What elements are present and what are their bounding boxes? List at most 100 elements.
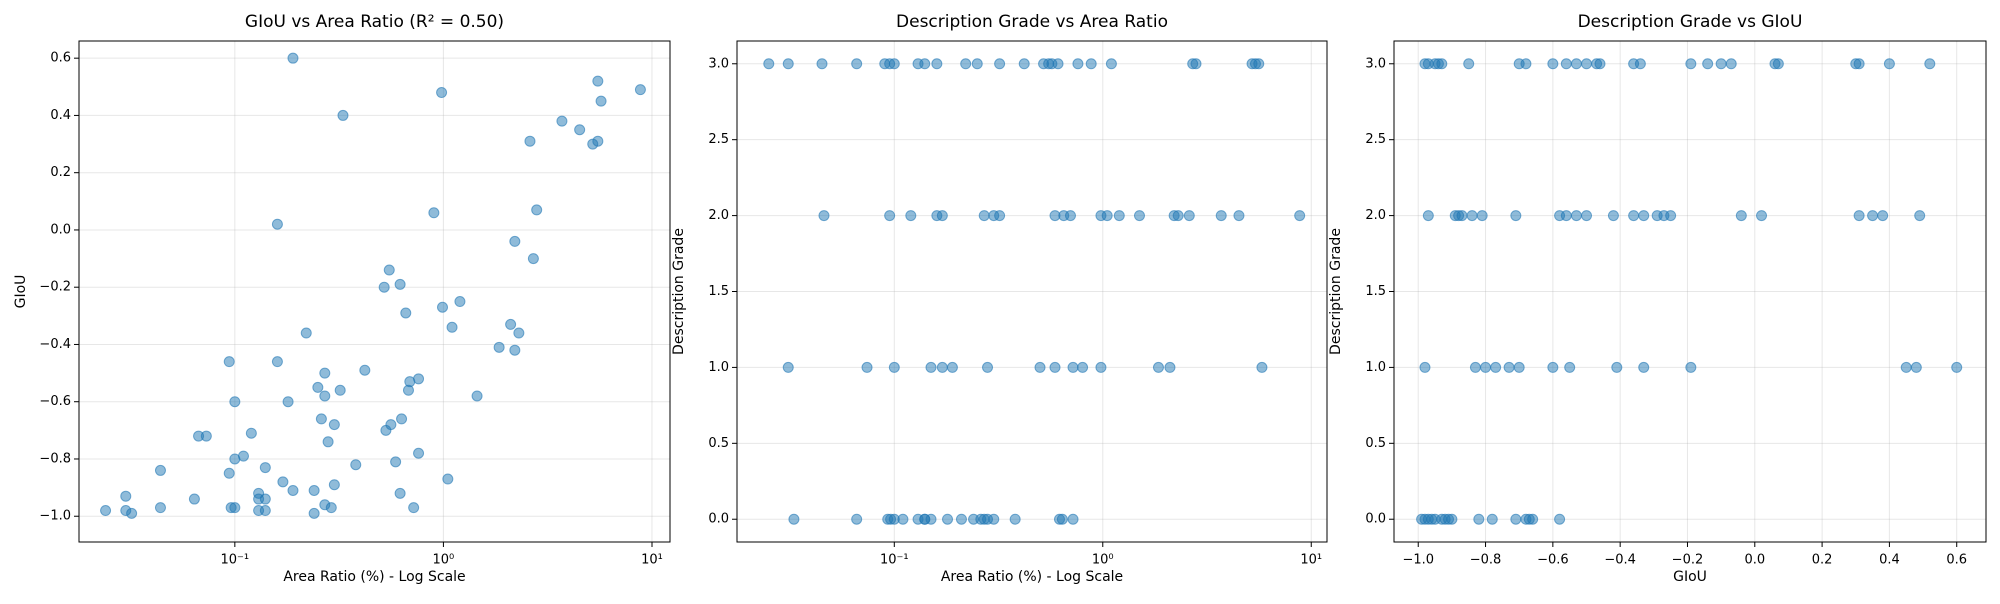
point	[380, 424, 392, 436]
x-tick-label: −1.0	[1402, 553, 1434, 568]
y-tick-label: 3.0	[1365, 56, 1386, 71]
point	[1951, 361, 1963, 373]
y-tick-label: −0.8	[39, 451, 71, 466]
point	[1172, 210, 1184, 222]
point	[315, 413, 327, 425]
point	[1456, 210, 1468, 222]
point	[154, 464, 166, 476]
point	[897, 513, 909, 525]
point	[1009, 513, 1021, 525]
point	[1253, 58, 1265, 70]
point	[1853, 210, 1865, 222]
point	[223, 467, 235, 479]
x-axis-label: GIoU	[1673, 569, 1707, 585]
y-tick-label: 2.0	[1365, 208, 1386, 223]
y-axis-label: Description Grade	[1328, 228, 1344, 355]
point	[1049, 361, 1061, 373]
point	[1581, 58, 1593, 70]
point	[188, 493, 200, 505]
point	[400, 307, 412, 319]
point	[120, 490, 132, 502]
point	[282, 396, 294, 408]
point	[1564, 361, 1576, 373]
point	[936, 361, 948, 373]
y-tick-label: 1.0	[1365, 360, 1386, 375]
point	[1772, 58, 1784, 70]
point	[1756, 210, 1768, 222]
point	[396, 413, 408, 425]
point	[1490, 361, 1502, 373]
point	[428, 207, 440, 219]
point	[1510, 513, 1522, 525]
point	[1725, 58, 1737, 70]
point	[1877, 210, 1889, 222]
point	[1735, 210, 1747, 222]
point	[888, 361, 900, 373]
point	[1570, 210, 1582, 222]
point	[325, 502, 337, 514]
point	[942, 513, 954, 525]
x-tick-label: 0.2	[1812, 553, 1833, 568]
point	[436, 87, 448, 99]
point	[437, 301, 449, 313]
point	[527, 253, 539, 265]
point	[1476, 210, 1488, 222]
point	[1560, 58, 1572, 70]
point	[446, 321, 458, 333]
point	[1480, 361, 1492, 373]
point	[1018, 58, 1030, 70]
point	[1547, 58, 1559, 70]
point	[442, 473, 454, 485]
point	[1052, 58, 1064, 70]
point	[1910, 361, 1922, 373]
point	[1867, 210, 1879, 222]
point	[1469, 361, 1481, 373]
chart-title: GIoU vs Area Ratio (R² = 0.50)	[245, 12, 504, 32]
y-tick-label: 2.5	[708, 132, 729, 147]
point	[1077, 361, 1089, 373]
point	[788, 513, 800, 525]
point	[634, 84, 646, 96]
point	[1520, 58, 1532, 70]
point	[1900, 361, 1912, 373]
y-tick-label: 0.5	[708, 436, 729, 451]
point	[390, 456, 402, 468]
point	[1560, 210, 1572, 222]
point	[259, 462, 271, 474]
y-tick-label: −1.0	[39, 509, 71, 524]
point	[1436, 58, 1448, 70]
point	[1294, 210, 1306, 222]
point	[1446, 513, 1458, 525]
point	[1190, 58, 1202, 70]
point	[851, 513, 863, 525]
x-tick-label: 10⁰	[433, 553, 455, 568]
point	[861, 361, 873, 373]
point	[960, 58, 972, 70]
point	[884, 210, 896, 222]
y-tick-label: 0.2	[50, 165, 71, 180]
point	[300, 327, 312, 339]
point	[350, 459, 362, 471]
y-tick-label: 1.0	[708, 360, 729, 375]
point	[308, 484, 320, 496]
point	[1607, 210, 1619, 222]
point	[259, 505, 271, 517]
point	[782, 361, 794, 373]
x-tick-label: −0.6	[1537, 553, 1569, 568]
point	[509, 344, 521, 356]
point	[592, 135, 604, 147]
y-tick-label: 2.5	[1365, 132, 1386, 147]
y-tick-label: 0.6	[50, 51, 71, 66]
y-tick-label: 1.5	[1365, 284, 1386, 299]
point	[1638, 210, 1650, 222]
point	[271, 218, 283, 230]
subplot: −1.0 −0.8 −0.6 −0.4 −0.2 0.0 0.2 0.4 0.6 0.0 0.5 1.…	[1328, 12, 1987, 585]
point	[1853, 58, 1865, 70]
point	[328, 479, 340, 491]
point	[509, 235, 521, 247]
point	[312, 381, 324, 393]
point	[994, 58, 1006, 70]
y-tick-label: 0.0	[50, 222, 71, 237]
